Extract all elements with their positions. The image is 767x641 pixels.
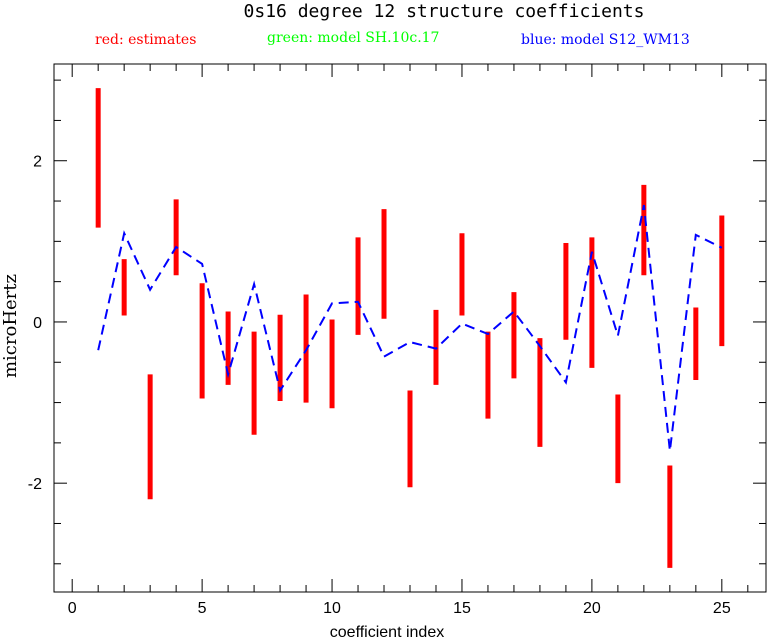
x-tick-label: 20 <box>583 600 601 617</box>
legend-model-s12wm13: blue: model S12_WM13 <box>521 32 690 48</box>
y-tick-labels: -2 0 2 <box>28 154 42 493</box>
model-s12wm13-line <box>97 204 723 452</box>
x-tick-label: 25 <box>713 600 731 617</box>
y-tick-label: 2 <box>33 154 42 171</box>
x-tick-label: 15 <box>453 600 471 617</box>
estimates-series <box>95 88 725 568</box>
x-axis-label: coefficient index <box>330 624 444 641</box>
y-axis-label: microHertz <box>0 274 21 378</box>
legend-model-sh10c17: green: model SH.10c.17 <box>267 30 439 46</box>
plot-frame <box>53 63 767 593</box>
x-tick-label: 0 <box>68 600 77 617</box>
x-tick-labels: 0 5 10 15 20 25 <box>68 600 731 617</box>
axis-ticks <box>54 64 766 592</box>
model-s12wm13-series <box>97 204 723 452</box>
chart-title: 0s16 degree 12 structure coefficients <box>244 1 645 22</box>
y-tick-label: 0 <box>33 315 42 332</box>
legend-estimates: red: estimates <box>95 32 196 48</box>
y-tick-label: -2 <box>28 476 42 493</box>
x-tick-label: 5 <box>198 600 207 617</box>
x-tick-label: 10 <box>323 600 341 617</box>
